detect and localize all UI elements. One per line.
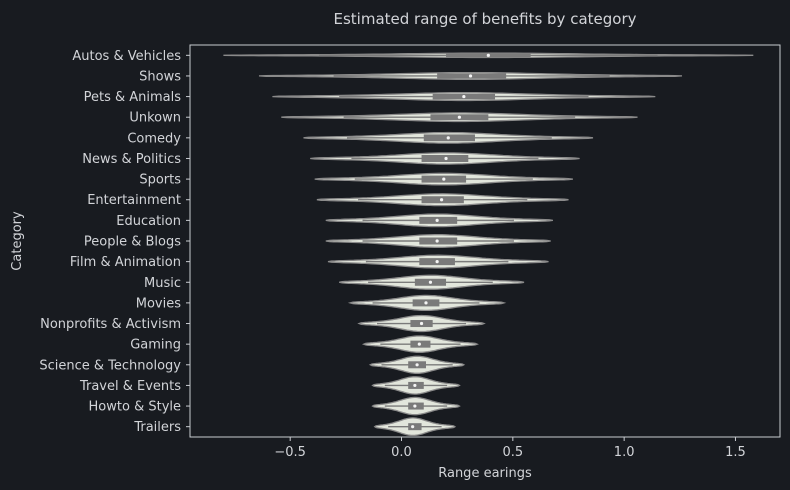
violin-median: [444, 156, 448, 161]
y-tick-label: Trailers: [133, 420, 181, 435]
violins-group: [223, 52, 754, 437]
y-tick-label: Gaming: [130, 338, 181, 353]
y-tick-label: Pets & Animals: [84, 90, 182, 105]
violin-median: [457, 115, 461, 119]
x-ticks: −0.5 0.0 0.5 1.0 1.5: [274, 437, 746, 460]
violin-median: [446, 136, 450, 140]
y-tick-label: Nonprofits & Activism: [40, 317, 181, 332]
violin-median: [462, 94, 466, 99]
y-tick-label: Comedy: [127, 131, 181, 146]
y-tick-label: Howto & Style: [89, 400, 181, 415]
violin-median: [424, 301, 428, 305]
violin-median: [413, 404, 417, 408]
violin-median: [468, 74, 473, 78]
violin-median: [439, 198, 444, 202]
violin-median: [435, 218, 439, 222]
y-tick-label: People & Blogs: [84, 235, 181, 250]
violin-median: [417, 342, 421, 346]
violin-median: [411, 425, 415, 429]
x-tick-label: 1.0: [614, 445, 635, 460]
x-tick-label: 0.5: [502, 445, 523, 460]
y-tick-label: Sports: [139, 173, 181, 188]
violin-median: [419, 321, 424, 326]
violin-box: [408, 423, 422, 431]
x-tick-label: 1.5: [725, 445, 746, 460]
y-tick-label: Movies: [136, 296, 181, 311]
violin-median: [415, 363, 419, 367]
violin-median: [486, 53, 490, 57]
y-tick-label: Music: [144, 276, 181, 291]
x-axis-label: Range earings: [438, 466, 532, 481]
y-tick-label: Education: [116, 214, 181, 229]
y-axis-label: Category: [10, 211, 25, 271]
violin-median: [435, 239, 439, 243]
y-tick-label: Science & Technology: [39, 358, 181, 373]
y-tick-label: Unkown: [129, 111, 181, 126]
y-tick-label: Entertainment: [87, 193, 181, 208]
violin-median: [442, 177, 446, 181]
violin-median: [413, 383, 417, 388]
y-tick-labels: Autos & Vehicles Shows Pets & Animals Unkow…: [39, 49, 190, 435]
x-tick-label: 0.0: [391, 445, 412, 460]
y-tick-label: Travel & Events: [79, 379, 181, 394]
violin-median: [428, 280, 433, 284]
violin-median: [435, 260, 439, 264]
y-tick-label: Film & Animation: [70, 255, 181, 270]
x-tick-label: −0.5: [274, 445, 306, 460]
y-tick-label: News & Politics: [82, 152, 181, 167]
y-tick-label: Shows: [139, 69, 181, 84]
chart-title: Estimated range of benefits by category: [333, 10, 636, 28]
y-tick-label: Autos & Vehicles: [72, 49, 181, 64]
